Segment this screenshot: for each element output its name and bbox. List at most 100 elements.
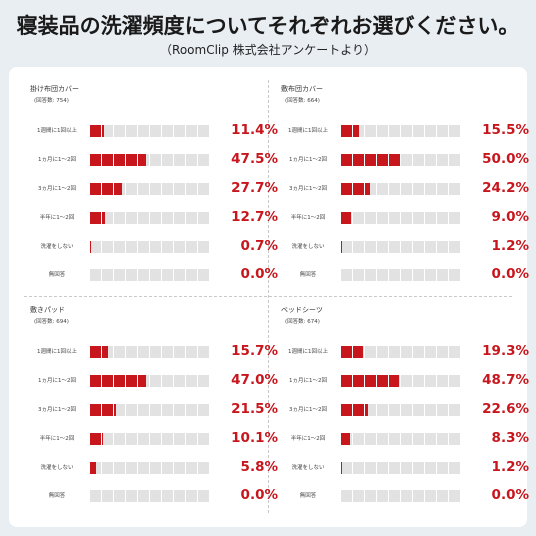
panel-title: ベッドシーツ: [281, 306, 323, 314]
bar-block: [389, 241, 400, 253]
value-label: 11.4%: [231, 122, 278, 138]
category-label: 半年に1〜2回: [39, 436, 75, 442]
bar-fill: [90, 125, 101, 137]
bar-block: [90, 183, 101, 195]
bar-block: [138, 433, 149, 445]
category-label: 半年に1〜2回: [290, 436, 326, 442]
bar-row: 3ヵ月に1〜2回 21.5%: [30, 400, 278, 420]
bar-block: [150, 346, 161, 358]
bar-block: [377, 212, 388, 224]
bar-fill: [353, 346, 364, 358]
bar-block: [389, 154, 400, 166]
bar-block: [341, 154, 352, 166]
bar-block: [102, 433, 113, 445]
bar-row: 半年に1〜2回 9.0%: [281, 208, 529, 228]
bar-block: [186, 241, 197, 253]
bar-block: [174, 433, 185, 445]
bar-block: [114, 183, 125, 195]
bar-blocks: [341, 269, 461, 281]
bar-block: [425, 125, 436, 137]
value-label: 0.0%: [491, 266, 529, 282]
category-label: 洗濯をしない: [291, 244, 325, 250]
category-label: 1ヵ月に1〜2回: [38, 157, 76, 163]
bar-block: [126, 433, 137, 445]
bar-blocks: [90, 346, 210, 358]
bar-fill: [377, 154, 388, 166]
bar-blocks: [341, 346, 461, 358]
bar-block: [198, 375, 209, 387]
bar-block: [401, 490, 412, 502]
bar-block: [353, 404, 364, 416]
bar-block: [102, 125, 113, 137]
bar-block: [377, 404, 388, 416]
bar-block: [102, 269, 113, 281]
bar-block: [401, 375, 412, 387]
bar-block: [389, 183, 400, 195]
bar-fill: [90, 212, 101, 224]
bar-block: [138, 269, 149, 281]
value-label: 47.5%: [231, 151, 278, 167]
bar-block: [150, 154, 161, 166]
bar-block: [365, 404, 376, 416]
bar-block: [114, 212, 125, 224]
bar-block: [162, 241, 173, 253]
value-label: 1.2%: [491, 238, 529, 254]
bar-block: [389, 404, 400, 416]
category-label: 3ヵ月に1〜2回: [38, 407, 76, 413]
bar-block: [198, 212, 209, 224]
bar-block: [114, 154, 125, 166]
bar-block: [174, 462, 185, 474]
bar-block: [186, 433, 197, 445]
category-label: 1ヵ月に1〜2回: [289, 378, 327, 384]
page-subtitle: （RoomClip 株式会社アンケートより）: [160, 43, 376, 57]
bar-block: [401, 404, 412, 416]
bar-fill: [90, 183, 101, 195]
bar-blocks: [341, 375, 461, 387]
bar-block: [162, 490, 173, 502]
bar-fill: [90, 241, 91, 253]
bar-block: [341, 125, 352, 137]
bar-block: [90, 375, 101, 387]
bar-block: [449, 183, 460, 195]
bar-fill: [341, 212, 351, 224]
bar-block: [401, 241, 412, 253]
bar-block: [186, 269, 197, 281]
bar-block: [389, 433, 400, 445]
value-label: 21.5%: [231, 401, 278, 417]
bar-block: [162, 125, 173, 137]
bar-block: [102, 490, 113, 502]
bar-blocks: [90, 433, 210, 445]
bar-fill: [365, 183, 370, 195]
panel-response-count: (回答数: 664): [285, 98, 320, 104]
bar-fill: [353, 125, 360, 137]
bar-block: [341, 490, 352, 502]
category-label: 無回答: [299, 272, 317, 278]
bar-block: [353, 433, 364, 445]
bar-fill: [341, 154, 352, 166]
bar-block: [425, 346, 436, 358]
bar-block: [102, 346, 113, 358]
bar-blocks: [341, 433, 461, 445]
bar-block: [150, 433, 161, 445]
bar-fill: [102, 375, 113, 387]
bar-block: [437, 212, 448, 224]
bar-block: [365, 241, 376, 253]
bar-block: [186, 346, 197, 358]
bar-block: [138, 375, 149, 387]
bar-fill: [114, 183, 123, 195]
bar-block: [126, 375, 137, 387]
bar-block: [186, 154, 197, 166]
bar-block: [365, 462, 376, 474]
bar-blocks: [90, 154, 210, 166]
value-label: 0.0%: [240, 487, 278, 503]
bar-block: [449, 404, 460, 416]
category-label: 無回答: [299, 493, 317, 499]
bar-block: [126, 404, 137, 416]
bar-blocks: [341, 154, 461, 166]
bar-row: 洗濯をしない 0.7%: [30, 237, 278, 257]
bar-block: [437, 183, 448, 195]
bar-fill: [138, 375, 146, 387]
bar-block: [126, 183, 137, 195]
value-label: 0.7%: [240, 238, 278, 254]
bar-fill: [341, 462, 343, 474]
